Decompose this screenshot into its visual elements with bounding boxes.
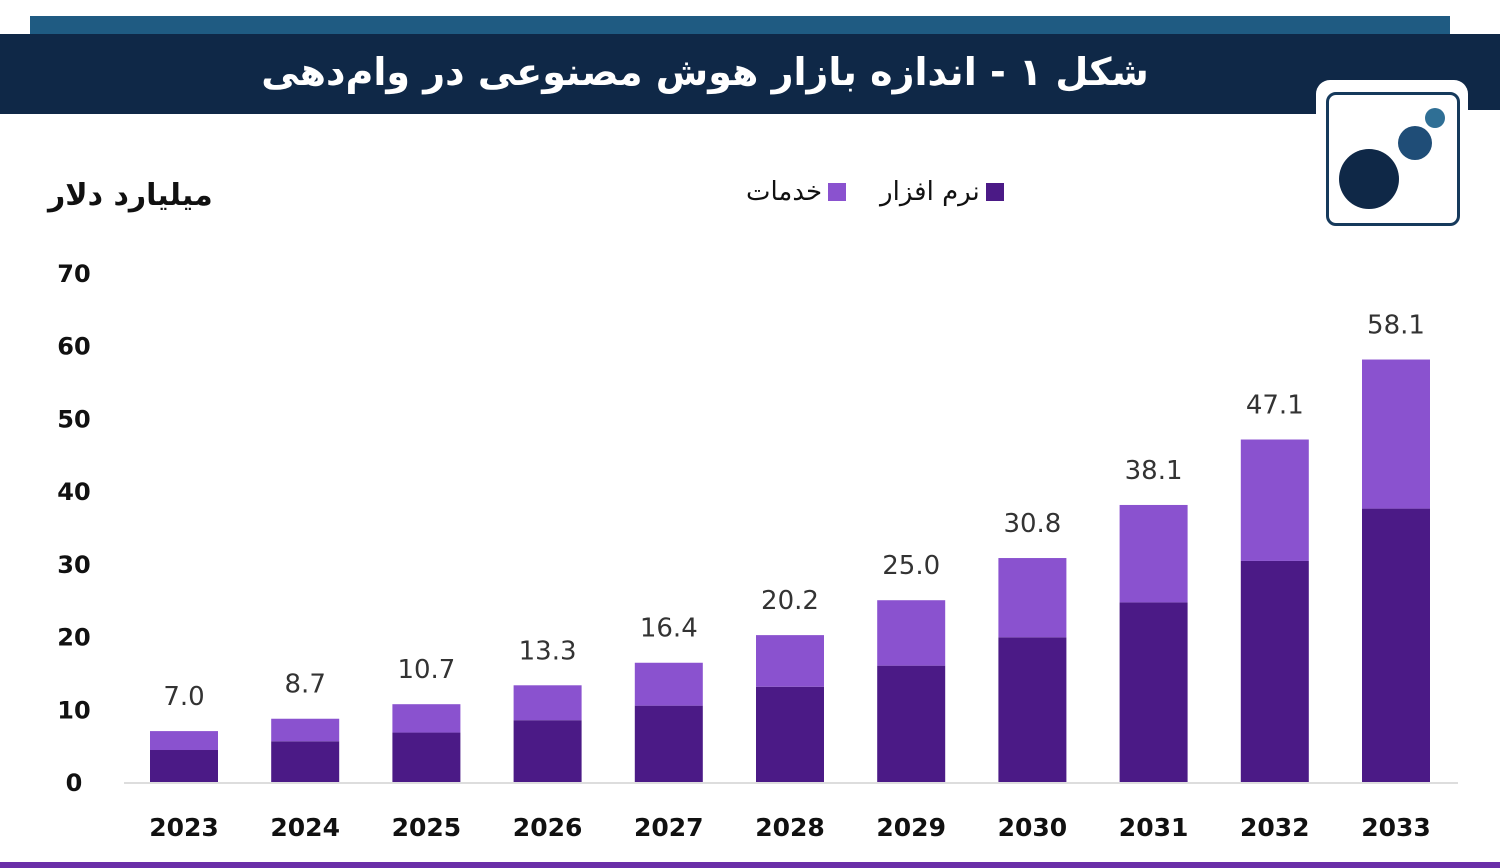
bar-segment-software — [271, 741, 340, 782]
x-tick-label: 2027 — [634, 813, 704, 842]
bar-segment-services — [1240, 439, 1309, 561]
bar-segment-software — [1240, 560, 1309, 782]
x-tick-label: 2029 — [876, 813, 946, 842]
bar-total-label: 13.3 — [519, 636, 577, 666]
x-tick-label: 2024 — [270, 813, 340, 842]
title-underline — [0, 110, 1330, 114]
bar-total-label: 38.1 — [1125, 456, 1183, 486]
y-tick-label: 60 — [57, 333, 90, 361]
bar-segment-software — [998, 637, 1067, 782]
top-accent-strip — [30, 16, 1450, 34]
bar-segment-software — [1119, 602, 1188, 782]
y-tick-label: 20 — [57, 624, 90, 652]
bar-segment-software — [392, 732, 461, 782]
title-banner: شکل ۱ - اندازه بازار هوش مصنوعی در وام‌د… — [0, 34, 1500, 110]
logo-small-circle — [1425, 108, 1445, 128]
legend-label-services: خدمات — [746, 177, 823, 207]
bar-total-label: 10.7 — [397, 655, 455, 685]
y-tick-label: 70 — [57, 260, 90, 288]
y-tick-label: 10 — [57, 696, 90, 724]
x-tick-label: 2030 — [998, 813, 1068, 842]
chart-title: شکل ۱ - اندازه بازار هوش مصنوعی در وام‌د… — [261, 50, 1149, 94]
company-logo-circles-icon — [1339, 108, 1445, 209]
bar-segment-services — [392, 704, 461, 733]
logo-medium-circle — [1398, 126, 1432, 160]
x-tick-label: 2031 — [1119, 813, 1189, 842]
x-tick-label: 2028 — [755, 813, 825, 842]
bar-segment-services — [150, 731, 218, 751]
legend-label-software: نرم افزار — [880, 177, 980, 207]
x-tick-label: 2023 — [149, 813, 219, 842]
logo-large-circle — [1339, 149, 1399, 209]
legend-item-services: خدمات — [740, 177, 847, 207]
y-tick-label: 50 — [57, 405, 90, 433]
bar-segment-software — [150, 750, 218, 782]
bar-total-label: 7.0 — [163, 682, 204, 712]
bar-total-label: 58.1 — [1367, 311, 1425, 341]
bar-segment-services — [756, 635, 824, 687]
bar-total-label: 25.0 — [882, 551, 940, 581]
legend-swatch-software — [985, 183, 1004, 201]
y-tick-label: 0 — [66, 769, 83, 797]
bar-segment-software — [513, 720, 582, 782]
legend-item-software: نرم افزار — [874, 177, 1004, 207]
bar-segment-services — [877, 600, 946, 666]
y-tick-label: 30 — [57, 551, 90, 579]
bar-segment-services — [634, 662, 703, 706]
bar-total-label: 16.4 — [640, 614, 698, 644]
y-axis-unit-label: میلیارد دلار — [48, 178, 213, 213]
legend-swatch-services — [828, 183, 847, 201]
bar-segment-software — [877, 665, 946, 782]
bar-segment-software — [634, 705, 703, 782]
bar-segment-software — [756, 686, 824, 782]
bottom-accent-rule — [0, 862, 1500, 868]
logo-container — [1316, 80, 1468, 232]
bar-total-label: 30.8 — [1003, 509, 1061, 539]
logo-frame — [1326, 92, 1460, 226]
x-tick-label: 2025 — [392, 813, 462, 842]
bar-segment-services — [1362, 359, 1430, 509]
y-tick-label: 40 — [57, 478, 90, 506]
x-tick-label: 2032 — [1240, 813, 1310, 842]
bar-segment-services — [998, 558, 1067, 638]
bar-segment-software — [1362, 508, 1430, 782]
bar-total-label: 20.2 — [761, 586, 819, 616]
bar-segment-services — [271, 718, 340, 742]
bar-segment-services — [1119, 504, 1188, 603]
x-tick-label: 2026 — [513, 813, 583, 842]
bar-segment-services — [513, 685, 582, 721]
bar-total-label: 8.7 — [285, 670, 326, 700]
chart-legend: نرم افزار خدمات — [740, 172, 1004, 212]
bar-total-label: 47.1 — [1246, 391, 1304, 421]
x-tick-label: 2033 — [1361, 813, 1431, 842]
